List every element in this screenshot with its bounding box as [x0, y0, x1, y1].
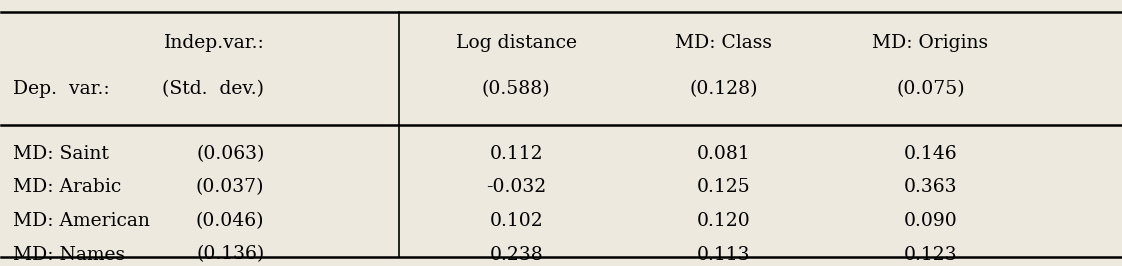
Text: (0.588): (0.588): [482, 80, 551, 98]
Text: Indep.var.:: Indep.var.:: [164, 34, 265, 52]
Text: 0.081: 0.081: [697, 145, 751, 163]
Text: 0.120: 0.120: [697, 212, 751, 230]
Text: MD: Class: MD: Class: [674, 34, 772, 52]
Text: 0.102: 0.102: [489, 212, 543, 230]
Text: 0.125: 0.125: [697, 178, 751, 196]
Text: (0.037): (0.037): [196, 178, 265, 196]
Text: MD: Names: MD: Names: [12, 246, 125, 264]
Text: 0.363: 0.363: [903, 178, 957, 196]
Text: (0.063): (0.063): [196, 145, 265, 163]
Text: (0.136): (0.136): [196, 246, 265, 264]
Text: (0.046): (0.046): [196, 212, 265, 230]
Text: MD: Arabic: MD: Arabic: [12, 178, 121, 196]
Text: 0.113: 0.113: [697, 246, 749, 264]
Text: -0.032: -0.032: [486, 178, 546, 196]
Text: 0.123: 0.123: [903, 246, 957, 264]
Text: 0.090: 0.090: [903, 212, 957, 230]
Text: (0.075): (0.075): [896, 80, 965, 98]
Text: Log distance: Log distance: [456, 34, 577, 52]
Text: 0.112: 0.112: [489, 145, 543, 163]
Text: 0.146: 0.146: [903, 145, 957, 163]
Text: (0.128): (0.128): [689, 80, 757, 98]
Text: MD: Saint: MD: Saint: [12, 145, 109, 163]
Text: Dep.  var.:: Dep. var.:: [12, 80, 109, 98]
Text: 0.238: 0.238: [489, 246, 543, 264]
Text: MD: Origins: MD: Origins: [872, 34, 988, 52]
Text: (Std.  dev.): (Std. dev.): [163, 80, 265, 98]
Text: MD: American: MD: American: [12, 212, 149, 230]
